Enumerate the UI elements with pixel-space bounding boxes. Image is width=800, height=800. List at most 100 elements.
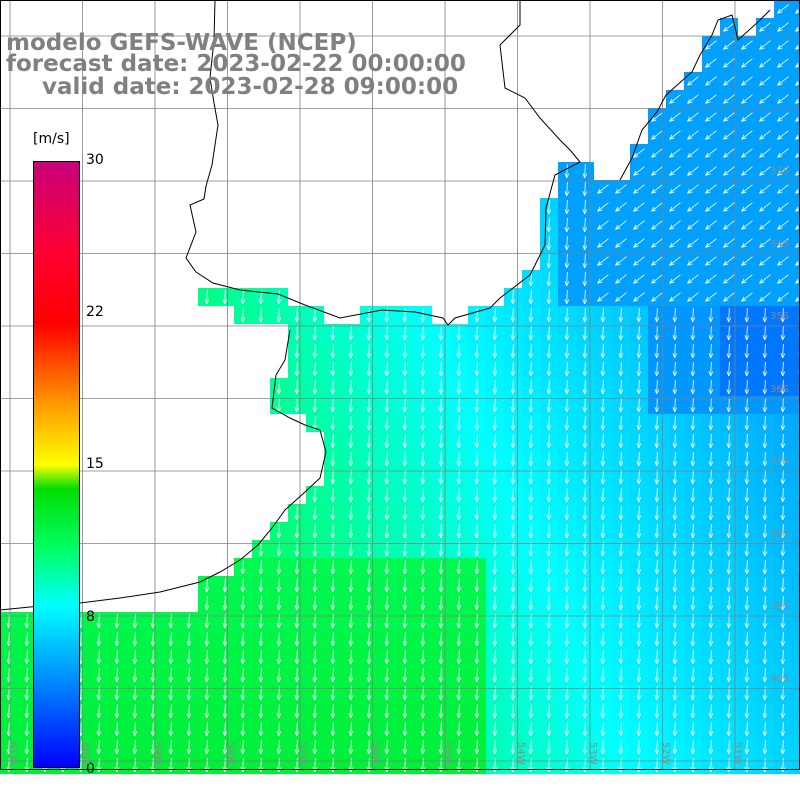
wind-arrow: [741, 184, 753, 194]
wind-arrow-head: [260, 569, 264, 575]
wind-arrow-head: [512, 461, 516, 467]
wind-arrow-head: [692, 479, 696, 485]
wind-arrow: [728, 541, 730, 557]
wind-arrow-head: [546, 317, 550, 323]
wind-arrow-head: [168, 623, 172, 629]
wind-arrow: [296, 361, 298, 377]
wind-arrow-head: [674, 695, 678, 701]
wind-arrow-head: [420, 371, 424, 377]
wind-arrow-head: [440, 515, 444, 521]
wind-arrow-head: [546, 731, 550, 737]
wind-arrow-head: [368, 407, 372, 413]
wind-arrow: [633, 256, 645, 266]
wind-arrow-head: [759, 62, 763, 68]
wind-arrow-head: [566, 659, 570, 665]
wind-arrow: [494, 361, 496, 377]
wind-arrow: [746, 397, 748, 413]
wind-arrow-head: [674, 749, 678, 755]
wind-arrow-head: [726, 605, 730, 611]
wind-arrow-head: [422, 551, 426, 557]
wind-arrow-head: [546, 353, 550, 359]
wind-arrow: [260, 577, 262, 593]
wind-arrow-head: [654, 461, 658, 467]
wind-arrow-head: [348, 731, 352, 737]
wind-arrow-head: [152, 695, 156, 701]
wind-arrow-head: [204, 749, 208, 755]
wind-arrow-head: [6, 641, 10, 647]
wind-arrow-head: [332, 479, 336, 485]
wind-arrow: [705, 76, 717, 86]
wind-arrow-head: [312, 353, 316, 359]
wind-arrow: [759, 220, 771, 230]
wind-arrow-head: [638, 695, 642, 701]
wind-arrow-head: [96, 659, 100, 665]
wind-arrow-head: [350, 353, 354, 359]
wind-arrow-head: [584, 713, 588, 719]
wind-arrow-head: [741, 80, 745, 86]
wind-arrow-head: [384, 353, 388, 359]
wind-arrow-head: [278, 713, 282, 719]
wind-cell: [792, 432, 800, 450]
wind-arrow: [777, 238, 789, 248]
wind-arrow: [728, 649, 730, 665]
colorbar: [33, 161, 80, 768]
wind-arrow: [656, 505, 658, 521]
wind-arrow: [728, 397, 730, 413]
wind-arrow-head: [548, 317, 552, 323]
wind-arrow-head: [656, 569, 660, 575]
wind-arrow: [723, 166, 735, 176]
wind-arrow: [350, 559, 352, 575]
wind-arrow-head: [402, 515, 406, 521]
wind-arrow-head: [512, 587, 516, 593]
wind-arrow: [728, 505, 730, 521]
wind-arrow: [584, 451, 586, 467]
wind-arrow-head: [584, 317, 588, 323]
wind-arrow: [404, 541, 406, 557]
wind-arrow-head: [330, 623, 334, 629]
wind-arrow-head: [26, 749, 30, 755]
wind-arrow: [548, 469, 550, 485]
wind-arrow-head: [780, 515, 784, 521]
wind-arrow-head: [566, 209, 570, 215]
wind-arrow-head: [782, 641, 786, 647]
wind-arrow: [350, 739, 352, 755]
wind-arrow-head: [782, 425, 786, 431]
wind-arrow-head: [705, 296, 709, 302]
wind-arrow: [26, 649, 28, 665]
wind-arrow: [80, 739, 82, 755]
wind-arrow-head: [566, 677, 570, 683]
wind-arrow-head: [404, 515, 408, 521]
wind-arrow-head: [492, 587, 496, 593]
wind-arrow-head: [566, 353, 570, 359]
wind-arrow: [350, 703, 352, 719]
wind-arrow: [746, 505, 748, 521]
wind-arrow: [692, 541, 694, 557]
wind-arrow-head: [764, 443, 768, 449]
wind-arrow-head: [116, 677, 120, 683]
wind-arrow: [422, 721, 424, 737]
wind-arrow-head: [638, 677, 642, 683]
wind-arrow-head: [651, 191, 657, 194]
wind-arrow: [440, 415, 442, 431]
wind-arrow: [224, 703, 226, 719]
wind-arrow-head: [528, 605, 532, 611]
wind-arrow: [782, 343, 784, 359]
wind-arrow: [795, 279, 800, 284]
wind-arrow-head: [402, 407, 406, 413]
wind-arrow-head: [780, 479, 784, 485]
wind-arrow: [476, 397, 478, 413]
wind-arrow-head: [384, 551, 388, 557]
wind-arrow-head: [728, 749, 732, 755]
wind-arrow: [548, 451, 550, 467]
wind-arrow-head: [708, 425, 712, 431]
wind-arrow: [188, 649, 190, 665]
wind-arrow: [782, 667, 784, 683]
wind-arrow-head: [494, 623, 498, 629]
wind-arrow: [152, 649, 154, 665]
wind-arrow-head: [114, 641, 118, 647]
wind-arrow-head: [476, 659, 480, 665]
wind-arrow-head: [510, 659, 514, 665]
wind-arrow-head: [782, 623, 786, 629]
wind-arrow-head: [780, 659, 784, 665]
wind-arrow-head: [494, 443, 498, 449]
